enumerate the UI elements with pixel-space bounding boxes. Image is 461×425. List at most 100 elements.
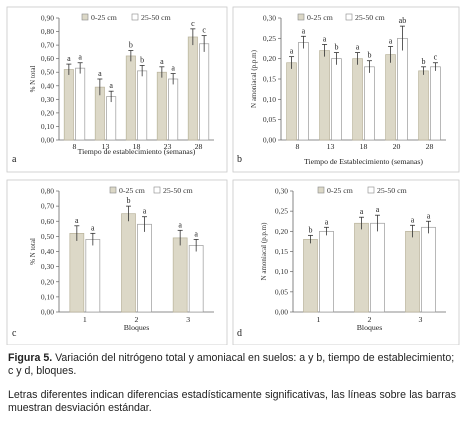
legend-label: 0-25 cm bbox=[307, 13, 333, 22]
legend-swatch bbox=[81, 13, 89, 21]
x-axis-label: Tiempo de Establecimiento (semanas) bbox=[304, 157, 423, 166]
bar bbox=[85, 239, 101, 313]
significance-letter: a bbox=[171, 64, 175, 73]
y-tick-label: 0,90 bbox=[41, 14, 54, 23]
y-axis-label: % N total bbox=[29, 238, 37, 265]
legend-swatch bbox=[345, 13, 353, 21]
legend-swatch bbox=[153, 186, 161, 194]
bar bbox=[121, 213, 136, 313]
x-tick-label: 28 bbox=[195, 142, 203, 151]
significance-letter: c bbox=[434, 53, 438, 62]
significance-letter: a bbox=[356, 43, 360, 52]
legend-label: 0-25 cm bbox=[327, 186, 353, 195]
x-tick-label: 28 bbox=[426, 142, 434, 151]
significance-letter: b bbox=[422, 57, 426, 66]
x-tick-label: 23 bbox=[164, 142, 172, 151]
significance-letter: a bbox=[194, 229, 198, 238]
legend-label: 25-50 cm bbox=[377, 186, 407, 195]
significance-letter: b bbox=[367, 51, 371, 60]
bar bbox=[319, 230, 334, 313]
y-axis-label: % N total bbox=[29, 66, 37, 93]
y-tick-label: 0,20 bbox=[41, 277, 54, 286]
legend-label: 25-50 cm bbox=[355, 13, 385, 22]
significance-letter: a bbox=[109, 81, 113, 90]
x-tick-label: 1 bbox=[83, 315, 87, 324]
bar bbox=[156, 71, 167, 141]
y-tick-label: 0,60 bbox=[41, 217, 54, 226]
x-tick-label: 18 bbox=[133, 142, 141, 151]
y-tick-label: 0,70 bbox=[41, 202, 54, 211]
bar bbox=[187, 36, 198, 141]
y-tick-label: 0,15 bbox=[263, 75, 276, 84]
x-tick-label: 8 bbox=[73, 142, 77, 151]
y-tick-label: 0,30 bbox=[41, 262, 54, 271]
x-axis-label: Bloques bbox=[357, 323, 383, 332]
significance-letter: ab bbox=[399, 16, 407, 25]
y-tick-label: 0,40 bbox=[41, 81, 54, 90]
bar bbox=[188, 245, 204, 313]
y-tick-label: 0,10 bbox=[41, 122, 54, 131]
y-tick-label: 0,10 bbox=[275, 267, 288, 276]
legend-swatch bbox=[367, 186, 375, 194]
y-tick-label: 0,05 bbox=[263, 115, 276, 124]
bar bbox=[418, 70, 429, 141]
y-axis-label: N amoniacal (p.p.m) bbox=[250, 49, 258, 108]
significance-letter: c bbox=[202, 26, 206, 35]
bar bbox=[370, 222, 385, 313]
significance-letter: b bbox=[140, 55, 144, 64]
y-tick-label: 0,60 bbox=[41, 54, 54, 63]
panel-letter: b bbox=[237, 154, 242, 165]
x-axis-label: Bloques bbox=[124, 323, 150, 332]
panel-letter: d bbox=[237, 328, 242, 339]
y-tick-label: 0,10 bbox=[41, 292, 54, 301]
bar bbox=[172, 237, 188, 313]
significance-letter: b bbox=[309, 225, 313, 234]
significance-letter: a bbox=[323, 34, 327, 43]
bar bbox=[364, 66, 375, 141]
significance-letter: a bbox=[143, 207, 147, 216]
figure-panels: 0,00 0,10 0,20 0,30 0,40 0,50 0,60 0,70 0,80 0,90… bbox=[6, 6, 460, 345]
bar bbox=[303, 239, 318, 313]
y-tick-label: 0,00 bbox=[41, 308, 54, 317]
y-tick-label: 0,40 bbox=[41, 247, 54, 256]
y-tick-label: 0,25 bbox=[275, 207, 288, 216]
bar bbox=[63, 69, 74, 141]
significance-letter: a bbox=[98, 69, 102, 78]
y-tick-label: 0,00 bbox=[263, 136, 276, 145]
bar bbox=[354, 222, 369, 313]
significance-letter: b bbox=[127, 196, 131, 205]
y-tick-label: 0,20 bbox=[275, 227, 288, 236]
bar bbox=[319, 50, 330, 141]
significance-letter: b bbox=[129, 41, 133, 50]
bar bbox=[137, 70, 148, 141]
chart-panel-c: 0,00 0,10 0,20 0,30 0,40 0,50 0,60 0,70 0,80 % N … bbox=[6, 179, 228, 345]
y-tick-label: 0,70 bbox=[41, 41, 54, 50]
y-tick-label: 0,05 bbox=[275, 287, 288, 296]
y-tick-label: 0,30 bbox=[275, 187, 288, 196]
bar bbox=[421, 226, 436, 313]
bar bbox=[405, 230, 420, 313]
legend-label: 25-50 cm bbox=[163, 186, 193, 195]
x-tick-label: 8 bbox=[296, 142, 300, 151]
legend-swatch bbox=[131, 13, 139, 21]
y-tick-label: 0,10 bbox=[263, 95, 276, 104]
panel-letter: a bbox=[12, 154, 17, 165]
y-tick-label: 0,80 bbox=[41, 27, 54, 36]
x-tick-label: 13 bbox=[327, 142, 335, 151]
x-tick-label: 2 bbox=[368, 315, 372, 324]
significance-letter: a bbox=[178, 220, 182, 229]
significance-letter: a bbox=[67, 54, 71, 63]
bar bbox=[75, 67, 86, 141]
significance-letter: a bbox=[389, 36, 393, 45]
bar bbox=[331, 58, 342, 141]
y-tick-label: 0,50 bbox=[41, 68, 54, 77]
bar bbox=[168, 78, 179, 141]
bar bbox=[69, 233, 85, 313]
significance-letter: a bbox=[376, 205, 380, 214]
bar bbox=[199, 43, 210, 141]
figure-note: Letras diferentes indican diferencias es… bbox=[8, 389, 456, 414]
bar bbox=[430, 66, 441, 141]
figure-caption-label: Figura 5. bbox=[8, 352, 53, 364]
bar bbox=[385, 54, 396, 141]
legend-swatch bbox=[297, 13, 305, 21]
